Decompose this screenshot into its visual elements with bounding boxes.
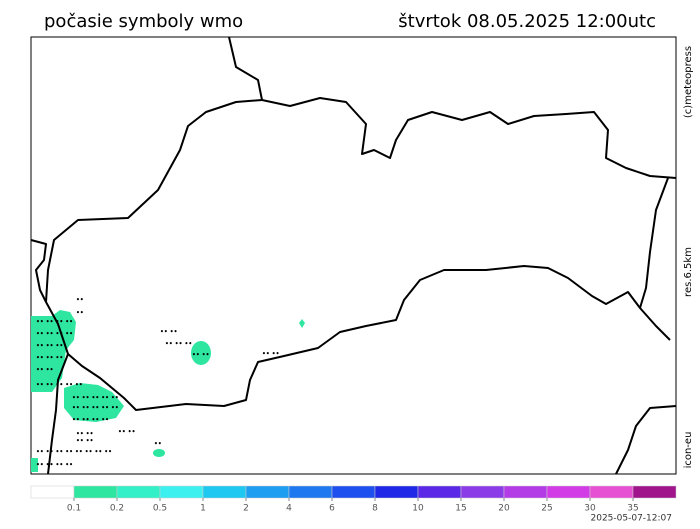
colorbar-label: 0.1 [67,504,81,514]
svg-text:•• •• •• ••: •• •• •• •• [72,417,109,424]
colorbar-label: 25 [541,504,552,514]
svg-text:••: •• [154,441,162,448]
svg-text:•• •• •• ••: •• •• •• •• [36,462,73,469]
colorbar-segment [202,485,247,499]
colorbar-label: 0.5 [153,504,167,514]
colorbar-segment [632,485,677,499]
svg-text:••: •• [76,297,84,304]
colorbar-label: 20 [498,504,510,514]
country-borders [30,36,677,475]
svg-text:••: •• [76,310,84,317]
colorbar-label: 1 [200,504,206,514]
svg-text:•• ••: •• •• [118,429,135,436]
colorbar-segment [374,485,419,499]
colorbar-segment [245,485,290,499]
colorbar: 0.1 0.2 0.5 1 2 4 6 8 10 15 20 25 30 35 [30,485,677,514]
colorbar-label: 0.2 [110,504,124,514]
colorbar-segment [417,485,462,499]
colorbar-segment [116,485,161,499]
svg-text:•• ••: •• •• [262,351,279,358]
run-timestamp: 2025-05-07-12:07 [591,514,673,524]
map-title: počasie symboly wmo [44,11,243,32]
colorbar-label: 10 [412,504,424,514]
colorbar-segment [503,485,548,499]
map-datetime: štvrtok 08.05.2025 12:00utc [398,11,656,32]
precipitation-areas [31,310,305,472]
colorbar-label: 4 [286,504,292,514]
svg-text:•• •• ••: •• •• •• [36,355,63,362]
svg-text:•• ••: •• •• [36,367,53,374]
colorbar-label: 8 [372,504,378,514]
colorbar-label: 6 [329,504,335,514]
colorbar-label: 30 [584,504,596,514]
svg-text:•• •• •• •• ••: •• •• •• •• •• [36,382,83,389]
colorbar-label: 2 [243,504,249,514]
weather-symbols: •••• •• •• •• •••• •• •• •• •• •• •••• •… [36,297,279,469]
copyright: (c)meteopress [683,46,694,118]
model-name: icon-eu [683,432,694,469]
colorbar-segment [159,485,204,499]
colorbar-segment [331,485,376,499]
svg-text:•• •• •• •• ••: •• •• •• •• •• [72,395,119,402]
svg-text:•• •• •• ••: •• •• •• •• [36,319,73,326]
colorbar-label: 15 [455,504,466,514]
colorbar-segment [589,485,634,499]
svg-text:•• •• •• •• ••: •• •• •• •• •• [72,405,119,412]
svg-text:•• ••: •• •• [192,352,209,359]
svg-text:•• ••: •• •• [76,438,93,445]
colorbar-segment [546,485,591,499]
colorbar-segment [30,485,75,499]
colorbar-segment [460,485,505,499]
svg-text:•• ••: •• •• [160,329,177,336]
svg-text:•• •• •• ••: •• •• •• •• [36,331,73,338]
map-frame [30,36,677,475]
resolution: res.6.5km [683,247,694,297]
svg-text:•• •• ••: •• •• •• [165,341,192,348]
svg-text:•• •• •• •• •• •• •• ••: •• •• •• •• •• •• •• •• [36,449,112,456]
svg-text:•• ••: •• •• [76,431,93,438]
colorbar-segment [288,485,333,499]
colorbar-label: 35 [627,504,638,514]
svg-text:•• •• ••: •• •• •• [36,343,63,350]
colorbar-segment [73,485,118,499]
